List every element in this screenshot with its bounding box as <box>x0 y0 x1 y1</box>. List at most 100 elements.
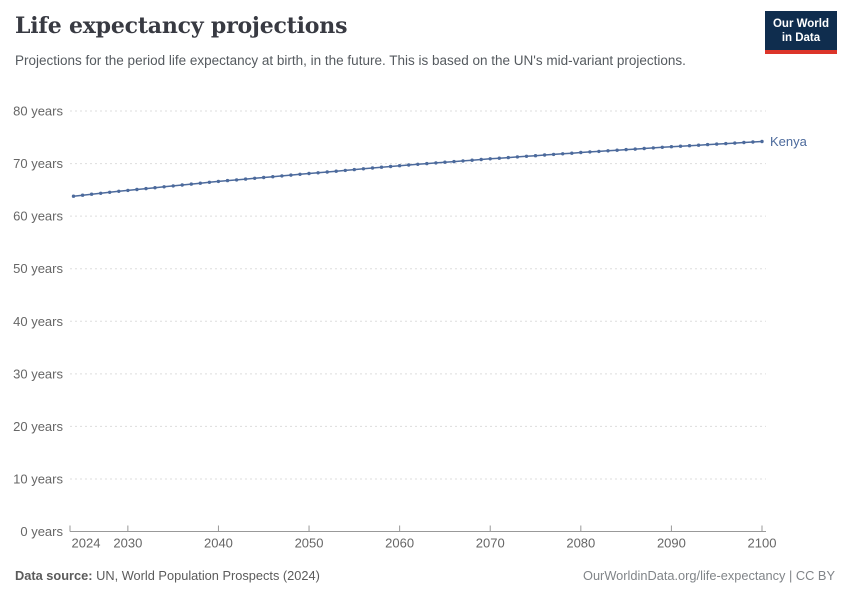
x-tick-label: 2100 <box>748 536 777 551</box>
data-point-marker <box>724 141 728 146</box>
data-point-marker <box>334 169 338 173</box>
data-source-line[interactable]: Data source: UN, World Population Prospe… <box>15 568 320 583</box>
x-tick-label: 2050 <box>295 536 324 551</box>
data-point-marker <box>443 160 447 164</box>
data-point-marker <box>370 166 375 170</box>
series-line[interactable] <box>73 140 763 197</box>
data-point-marker <box>253 176 257 180</box>
data-point-marker <box>71 194 76 198</box>
data-point-marker <box>715 142 719 146</box>
y-tick-label: 50 years <box>13 261 63 276</box>
data-point-marker <box>633 147 637 151</box>
data-point-marker <box>153 186 157 190</box>
owid-logo[interactable]: Our World in Data <box>764 11 837 54</box>
data-point-marker <box>669 145 674 149</box>
data-point-marker <box>108 190 112 194</box>
y-tick-label: 30 years <box>13 366 63 381</box>
owid-logo-line2: in Data <box>781 32 821 45</box>
data-point-marker <box>99 191 103 195</box>
data-point-marker <box>234 178 239 182</box>
data-point-marker <box>80 193 85 197</box>
x-tick-label: 2030 <box>113 536 142 551</box>
data-point-marker <box>243 177 248 181</box>
y-tick-label: 60 years <box>13 209 63 224</box>
y-tick-label: 70 years <box>13 156 63 171</box>
data-point-marker <box>198 181 202 185</box>
data-point-marker <box>216 179 221 184</box>
x-tick-label: 2024 <box>72 536 101 551</box>
data-point-marker <box>307 171 311 176</box>
data-point-marker <box>126 188 130 193</box>
x-tick-label: 2040 <box>204 536 233 551</box>
data-point-marker <box>379 165 384 169</box>
data-point-marker <box>416 162 420 166</box>
x-tick-label: 2060 <box>385 536 414 551</box>
data-point-marker <box>751 140 755 144</box>
data-point-marker <box>225 178 230 183</box>
data-point-marker <box>515 155 520 159</box>
chart-subtitle: Projections for the period life expectan… <box>15 53 686 68</box>
data-point-marker <box>135 187 139 192</box>
y-tick-label: 20 years <box>13 419 63 434</box>
data-source-label: Data source: <box>15 568 93 583</box>
data-point-marker <box>280 174 284 178</box>
data-point-marker <box>461 159 465 163</box>
data-point-marker <box>742 140 746 145</box>
data-point-marker <box>678 144 683 148</box>
data-point-marker <box>542 153 547 157</box>
data-point-marker <box>397 164 402 168</box>
series-end-label[interactable]: Kenya <box>770 134 808 149</box>
data-point-marker <box>144 186 148 191</box>
x-tick-label: 2070 <box>476 536 505 551</box>
data-point-marker <box>733 141 737 145</box>
data-point-marker <box>316 171 320 175</box>
data-point-marker <box>262 175 266 180</box>
data-point-marker <box>434 161 438 165</box>
data-point-marker <box>561 152 565 156</box>
data-point-marker <box>479 157 483 162</box>
data-point-marker <box>425 161 429 166</box>
chart-footer: Data source: UN, World Population Prospe… <box>15 568 835 583</box>
data-point-marker <box>597 149 601 154</box>
y-tick-label: 40 years <box>13 314 63 329</box>
data-point-marker <box>352 167 356 172</box>
data-source-text: UN, World Population Prospects (2024) <box>96 568 320 583</box>
data-point-marker <box>207 180 212 184</box>
data-point-marker <box>325 170 329 174</box>
data-point-marker <box>533 154 538 158</box>
data-point-marker <box>660 145 664 149</box>
data-point-marker <box>551 152 556 157</box>
data-point-marker <box>361 167 366 171</box>
data-point-marker <box>171 184 175 188</box>
credit-link[interactable]: OurWorldinData.org/life-expectancy | CC … <box>582 568 835 583</box>
x-tick-label: 2080 <box>566 536 595 551</box>
data-point-marker <box>606 149 610 153</box>
y-tick-label: 80 years <box>13 104 63 119</box>
data-point-marker <box>271 175 275 179</box>
data-point-marker <box>189 182 193 186</box>
data-point-marker <box>343 168 347 173</box>
data-point-marker <box>407 163 411 167</box>
data-point-marker <box>298 172 302 176</box>
data-point-marker <box>624 147 628 152</box>
data-point-marker <box>89 192 94 196</box>
data-point-marker <box>615 148 619 152</box>
data-point-marker <box>642 146 646 151</box>
data-point-marker <box>180 183 184 187</box>
owid-logo-line1: Our World <box>772 18 829 30</box>
data-point-marker <box>696 143 701 147</box>
data-point-marker <box>117 189 121 193</box>
data-point-marker <box>579 150 583 155</box>
data-point-marker <box>760 139 764 144</box>
data-point-marker <box>470 158 474 162</box>
data-point-marker <box>506 155 510 160</box>
data-point-marker <box>524 154 529 158</box>
data-point-marker <box>687 144 692 148</box>
x-tick-label: 2090 <box>657 536 686 551</box>
chart-title: Life expectancy projections <box>15 13 348 39</box>
data-point-marker <box>452 159 456 164</box>
y-tick-label: 0 years <box>20 524 63 539</box>
y-tick-label: 10 years <box>13 471 63 486</box>
data-point-marker <box>289 173 293 177</box>
